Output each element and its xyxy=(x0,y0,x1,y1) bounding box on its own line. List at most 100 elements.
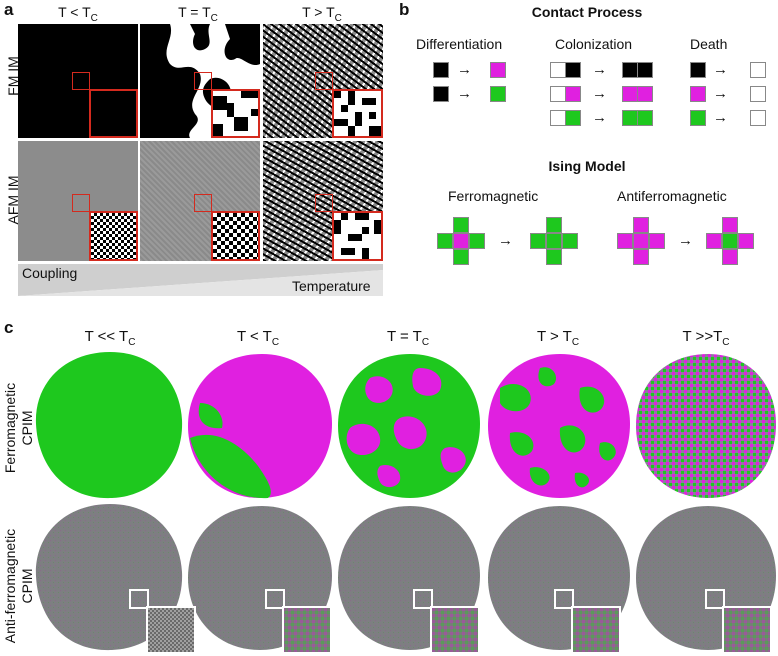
diff-arrow-2: → xyxy=(457,85,472,102)
colony-ferro-3 xyxy=(338,354,480,498)
ferro-before-right xyxy=(469,233,485,249)
col-src-3b xyxy=(565,110,581,126)
afm-before-top xyxy=(633,217,649,233)
col-src-3a xyxy=(550,110,566,126)
colony-ferro-2 xyxy=(188,354,332,499)
ferro-after-top xyxy=(546,217,562,233)
contact-process-title: Contact Process xyxy=(531,4,643,20)
col-dst-1a xyxy=(622,62,638,78)
colony-ferro-4 xyxy=(488,354,630,498)
ferro-colony-row xyxy=(35,352,776,499)
fm-high-temp-zoom-marker xyxy=(315,72,333,90)
fm-high-temp-inset xyxy=(332,89,383,138)
afm-low-temp-inset xyxy=(89,211,138,261)
antiferro-4-zoom-marker xyxy=(554,589,574,609)
afm-critical-inset xyxy=(211,211,260,261)
death-src-2 xyxy=(690,86,706,102)
afm-after-top xyxy=(722,217,738,233)
fm-low-temp-inset xyxy=(89,89,138,138)
antiferro-colony-row xyxy=(35,504,776,654)
coupling-temperature-bar xyxy=(18,264,383,296)
antiferro-3-zoom-marker xyxy=(413,589,433,609)
afm-high-temp-inset xyxy=(332,211,383,261)
diff-src-1 xyxy=(433,62,449,78)
c-col-header-2: T < TC xyxy=(236,328,280,348)
antiferromagnetic-label: Antiferromagnetic xyxy=(617,188,727,204)
ferro-after-center xyxy=(546,233,562,249)
ferro-arrow: → xyxy=(498,232,513,249)
ferro-after-right xyxy=(562,233,578,249)
a-col-header-3: T > TC xyxy=(302,4,342,24)
antiferro-1-zoom-marker xyxy=(129,589,149,609)
afm-high-temp-inset-pixels xyxy=(334,213,381,259)
col-src-2b xyxy=(565,86,581,102)
colonization-label: Colonization xyxy=(555,36,633,52)
death-label: Death xyxy=(690,36,728,52)
afm-before-left xyxy=(617,233,633,249)
colony-antiferro-1 xyxy=(35,504,183,651)
antiferro-1-inset xyxy=(146,606,196,654)
fm-low-temp-zoom-marker xyxy=(72,72,90,90)
a-col-header-2: T = TC xyxy=(178,4,218,24)
col-src-2a xyxy=(550,86,566,102)
fm-critical-zoom-marker xyxy=(194,72,212,90)
afm-after-right xyxy=(738,233,754,249)
death-arrow-1: → xyxy=(713,61,728,78)
c-col-header-5: T >>TC xyxy=(682,328,730,348)
ferro-after-bottom xyxy=(546,249,562,265)
panel-label-a: a xyxy=(4,0,14,19)
death-arrow-3: → xyxy=(713,109,728,126)
col-dst-2a xyxy=(622,86,638,102)
col-dst-2b xyxy=(637,86,653,102)
c-col-header-3: T = TC xyxy=(386,328,430,348)
ferromagnetic-label: Ferromagnetic xyxy=(448,188,539,204)
coupling-label: Coupling xyxy=(22,265,78,281)
fm-critical-inset-pixels xyxy=(213,91,258,136)
temperature-label: Temperature xyxy=(292,278,371,294)
col-dst-1b xyxy=(637,62,653,78)
death-dst-3 xyxy=(750,110,766,126)
fm-high-temp-inset-pixels xyxy=(334,91,381,136)
antiferro-5-inset xyxy=(722,606,772,654)
c-col-header-4: T > TC xyxy=(536,328,580,348)
antiferro-5-zoom-marker xyxy=(705,589,725,609)
diff-dst-magenta xyxy=(490,62,506,78)
antiferro-4-inset xyxy=(571,606,621,654)
col-dst-3b xyxy=(637,110,653,126)
col-src-1a xyxy=(550,62,566,78)
fm-critical-inset xyxy=(211,89,260,138)
antiferro-2-zoom-marker xyxy=(265,589,285,609)
differentiation-label: Differentiation xyxy=(416,36,503,52)
col-src-1b xyxy=(565,62,581,78)
afm-after-bottom xyxy=(722,249,738,265)
diff-dst-green xyxy=(490,86,506,102)
panel-label-c: c xyxy=(4,318,14,337)
death-arrow-2: → xyxy=(713,85,728,102)
afm-before-right xyxy=(649,233,665,249)
ising-model-title: Ising Model xyxy=(548,158,626,174)
c-col-header-1: T << TC xyxy=(84,328,136,348)
ferro-before-top xyxy=(453,217,469,233)
colony-ferro-1 xyxy=(35,352,183,499)
afm-after-center xyxy=(722,233,738,249)
antiferro-2-inset xyxy=(282,606,332,654)
gradient-wedges xyxy=(18,264,383,296)
ferro-before-center xyxy=(453,233,469,249)
diff-src-2 xyxy=(433,86,449,102)
col-arrow-1: → xyxy=(592,61,607,78)
colony-ferro-5 xyxy=(636,354,776,498)
afm-high-temp-zoom-marker xyxy=(315,194,333,212)
a-col-header-1: T < TC xyxy=(58,4,98,24)
antiferro-3-inset xyxy=(430,606,480,654)
death-dst-1 xyxy=(750,62,766,78)
death-src-3 xyxy=(690,110,706,126)
afm-before-bottom xyxy=(633,249,649,265)
death-src-1 xyxy=(690,62,706,78)
death-dst-2 xyxy=(750,86,766,102)
afm-after-left xyxy=(706,233,722,249)
diff-arrow-1: → xyxy=(457,61,472,78)
afm-critical-zoom-marker xyxy=(194,194,212,212)
afm-before-center xyxy=(633,233,649,249)
ferro-before-left xyxy=(437,233,453,249)
afm-arrow: → xyxy=(678,232,693,249)
